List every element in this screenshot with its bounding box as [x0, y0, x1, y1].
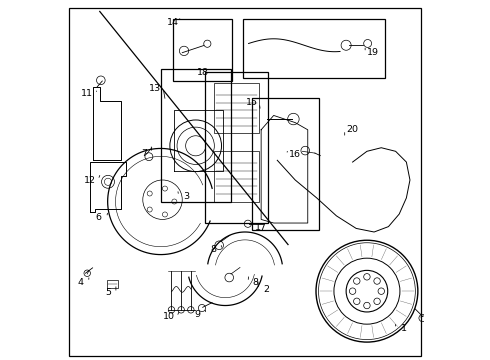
Text: 1: 1	[400, 324, 407, 333]
Text: 11: 11	[81, 89, 93, 98]
Text: 15: 15	[245, 98, 257, 107]
Text: 8: 8	[211, 246, 217, 255]
Text: 5: 5	[105, 288, 111, 297]
Text: 20: 20	[346, 125, 359, 134]
Text: 14: 14	[167, 18, 178, 27]
Text: 9: 9	[195, 310, 201, 319]
Text: 2: 2	[264, 285, 270, 294]
Bar	[205, 72, 268, 223]
Text: 12: 12	[84, 176, 96, 185]
Text: 10: 10	[163, 312, 175, 321]
Bar	[252, 98, 318, 230]
Bar	[214, 151, 259, 202]
Text: 4: 4	[78, 278, 84, 287]
Text: 3: 3	[183, 192, 190, 201]
Bar	[243, 19, 385, 78]
Bar	[214, 83, 259, 134]
Bar	[161, 69, 231, 202]
Text: 16: 16	[289, 150, 300, 159]
Text: 19: 19	[367, 48, 379, 57]
Text: 13: 13	[149, 84, 161, 93]
Bar	[173, 19, 232, 81]
Text: 17: 17	[255, 223, 267, 232]
Text: 8: 8	[253, 278, 259, 287]
Text: 7: 7	[141, 149, 147, 158]
Text: 6: 6	[96, 213, 102, 222]
Text: 18: 18	[197, 68, 209, 77]
Bar	[107, 280, 118, 288]
